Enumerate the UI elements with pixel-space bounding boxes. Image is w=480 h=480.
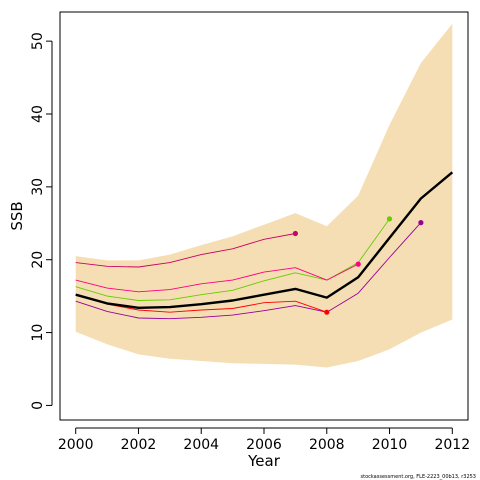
y-axis-title: SSB [8, 201, 26, 230]
confidence-band [75, 23, 453, 368]
series-line-retro [75, 263, 359, 293]
x-tick-label: 2010 [372, 437, 408, 453]
y-axis: 0 10 20 30 40 50 [30, 32, 53, 410]
y-tick-label: 0 [30, 401, 46, 410]
y-tick-label: 20 [30, 251, 46, 269]
series-end-point [418, 220, 424, 226]
y-tick-label: 30 [30, 178, 46, 196]
y-tick-label: 10 [30, 324, 46, 342]
series-end-point [355, 261, 361, 267]
series-line-retro [75, 222, 422, 320]
x-tick-label: 2002 [121, 437, 157, 453]
x-tick-label: 2004 [183, 437, 219, 453]
series-end-point [324, 309, 330, 315]
series-line-retro [75, 233, 296, 268]
x-tick-label: 2006 [246, 437, 282, 453]
y-tick-label: 50 [30, 32, 46, 50]
series-line-retro [75, 294, 327, 313]
series-line-main [75, 171, 454, 309]
source-caption: stockassessment.org, FLE-2223_00b13, r32… [361, 474, 477, 480]
x-axis: 2000 2002 2004 2006 2008 2010 2012 [58, 427, 470, 453]
x-tick-label: 2008 [309, 437, 345, 453]
series-lines [75, 171, 454, 320]
series-end-points [292, 216, 424, 315]
plot-frame [59, 11, 469, 421]
y-tick-label: 40 [30, 105, 46, 123]
series-end-point [386, 216, 393, 222]
series-end-point [292, 230, 298, 237]
x-tick-label: 2000 [58, 437, 94, 453]
x-axis-title: Year [247, 452, 281, 470]
x-tick-label: 2012 [434, 437, 470, 453]
confidence-band-area [75, 23, 453, 368]
